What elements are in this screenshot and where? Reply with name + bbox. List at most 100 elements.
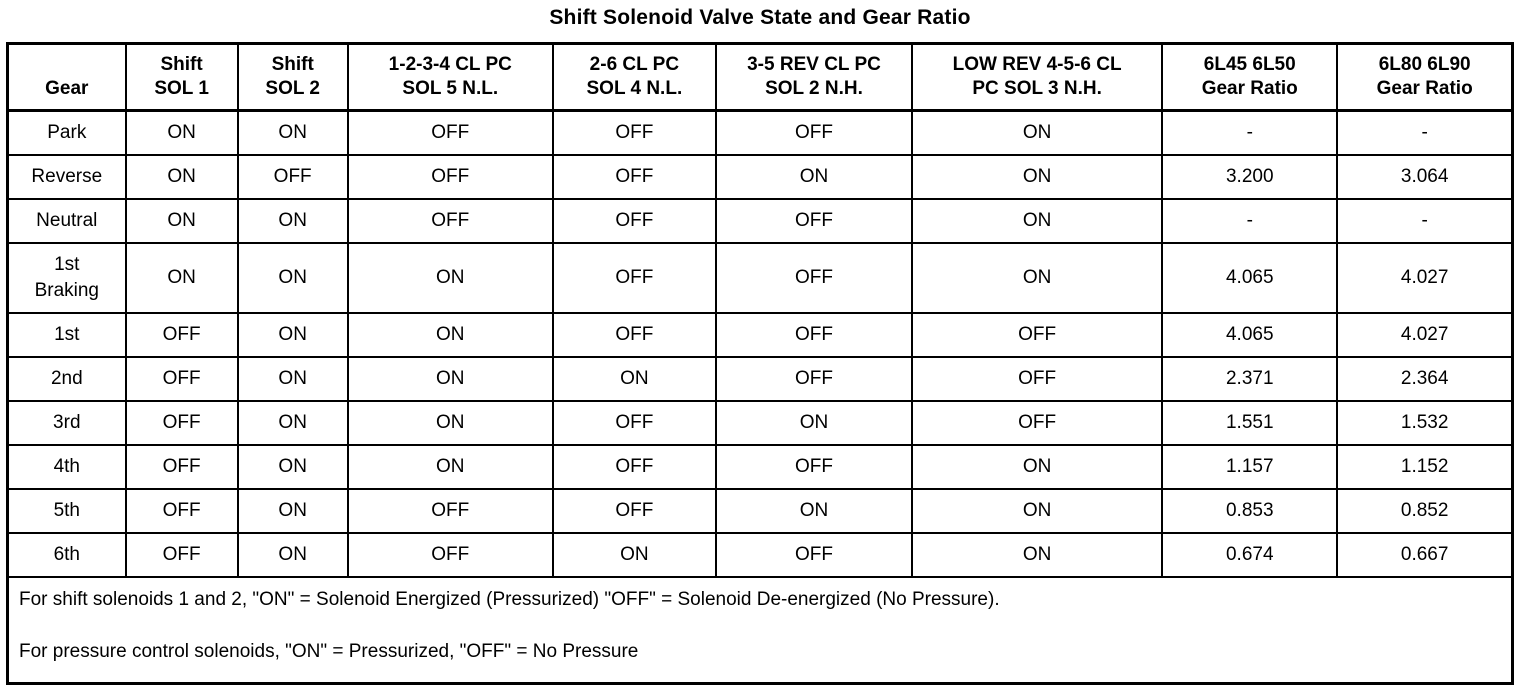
table-row: Reverse ON OFF OFF OFF ON ON 3.200 3.064 [6,154,1514,200]
value-cell: OFF [236,154,349,200]
value-cell: 0.674 [1161,532,1339,578]
value-cell: ON [346,312,554,358]
value-cell: ON [236,532,349,578]
table-row: 5th OFF ON OFF OFF ON ON 0.853 0.852 [6,488,1514,534]
value-cell: OFF [911,312,1164,358]
value-cell: 4.027 [1336,312,1514,358]
value-cell: 0.853 [1161,488,1339,534]
value-cell: OFF [714,356,914,402]
table-row: 1st Braking ON ON ON OFF OFF ON 4.065 4.027 [6,242,1514,314]
value-cell: OFF [346,154,554,200]
value-cell: OFF [124,356,239,402]
value-cell: 1.152 [1336,444,1514,490]
table-footer: For shift solenoids 1 and 2, "ON" = Sole… [7,576,1513,684]
page-title: Shift Solenoid Valve State and Gear Rati… [549,6,971,29]
value-cell: OFF [551,312,717,358]
value-cell: - [1336,109,1514,156]
gear-cell: 4th [6,444,127,490]
column-header-2: Shift SOL 2 [236,42,349,112]
value-cell: OFF [714,532,914,578]
column-header-gear: Gear [6,42,127,112]
note-shift-solenoids: For shift solenoids 1 and 2, "ON" = Sole… [19,589,1000,610]
column-header-6: LOW REV 4-5-6 CL PC SOL 3 N.H. [911,42,1164,112]
gear-cell: Neutral [6,198,127,244]
table-row: Neutral ON ON OFF OFF OFF ON - - [6,198,1514,244]
value-cell: OFF [551,400,717,446]
gear-cell: 1st [6,312,127,358]
value-cell: 0.667 [1336,532,1514,578]
value-cell: ON [911,444,1164,490]
value-cell: ON [551,356,717,402]
value-cell: 1.157 [1161,444,1339,490]
gear-cell: 3rd [6,400,127,446]
value-cell: OFF [551,242,717,314]
value-cell: ON [911,109,1164,156]
value-cell: OFF [346,198,554,244]
value-cell: 4.065 [1161,312,1339,358]
gear-cell: 2nd [6,356,127,402]
value-cell: - [1161,198,1339,244]
value-cell: ON [236,242,349,314]
gear-cell: 5th [6,488,127,534]
value-cell: 2.371 [1161,356,1339,402]
value-cell: 2.364 [1336,356,1514,402]
value-cell: ON [124,198,239,244]
table-row: 3rd OFF ON ON OFF ON OFF 1.551 1.532 [6,400,1514,446]
value-cell: ON [714,488,914,534]
value-cell: ON [236,312,349,358]
value-cell: OFF [551,154,717,200]
value-cell: ON [236,488,349,534]
value-cell: ON [236,444,349,490]
value-cell: ON [236,109,349,156]
value-cell: 1.532 [1336,400,1514,446]
value-cell: 0.852 [1336,488,1514,534]
table-row: Park ON ON OFF OFF OFF ON - - [6,109,1514,156]
value-cell: OFF [346,109,554,156]
value-cell: OFF [551,444,717,490]
value-cell: OFF [714,242,914,314]
value-cell: ON [124,242,239,314]
value-cell: - [1336,198,1514,244]
table-notes: For shift solenoids 1 and 2, "ON" = Sole… [7,576,1513,684]
gear-cell: 1st Braking [6,242,127,314]
column-header-4: 2-6 CL PC SOL 4 N.L. [551,42,717,112]
value-cell: ON [124,109,239,156]
value-cell: 3.064 [1336,154,1514,200]
value-cell: ON [346,400,554,446]
value-cell: ON [911,198,1164,244]
value-cell: ON [911,154,1164,200]
value-cell: ON [236,198,349,244]
notes-row: For shift solenoids 1 and 2, "ON" = Sole… [7,576,1513,684]
value-cell: ON [346,242,554,314]
table-header: Gear Shift SOL 1 Shift SOL 2 1-2-3-4 CL PC … [6,42,1514,112]
value-cell: - [1161,109,1339,156]
value-cell: ON [911,488,1164,534]
value-cell: ON [911,532,1164,578]
value-cell: OFF [911,356,1164,402]
column-header-8: 6L80 6L90 Gear Ratio [1336,42,1514,112]
solenoid-gear-table: Gear Shift SOL 1 Shift SOL 2 1-2-3-4 CL PC … [6,42,1514,685]
value-cell: OFF [714,312,914,358]
value-cell: OFF [124,312,239,358]
value-cell: ON [714,154,914,200]
value-cell: OFF [346,488,554,534]
column-header-1: Shift SOL 1 [124,42,239,112]
value-cell: OFF [124,488,239,534]
value-cell: OFF [124,400,239,446]
value-cell: OFF [124,532,239,578]
value-cell: ON [714,400,914,446]
table-row: 1st OFF ON ON OFF OFF OFF 4.065 4.027 [6,312,1514,358]
column-header-3: 1-2-3-4 CL PC SOL 5 N.L. [346,42,554,112]
value-cell: OFF [551,109,717,156]
value-cell: OFF [714,198,914,244]
gear-cell: 6th [6,532,127,578]
value-cell: ON [346,444,554,490]
value-cell: OFF [551,488,717,534]
note-pressure-solenoids: For pressure control solenoids, "ON" = P… [19,641,639,662]
table-row: 4th OFF ON ON OFF OFF ON 1.157 1.152 [6,444,1514,490]
value-cell: 4.065 [1161,242,1339,314]
table-row: 2nd OFF ON ON ON OFF OFF 2.371 2.364 [6,356,1514,402]
gear-cell: Park [6,109,127,156]
value-cell: OFF [124,444,239,490]
value-cell: OFF [714,444,914,490]
